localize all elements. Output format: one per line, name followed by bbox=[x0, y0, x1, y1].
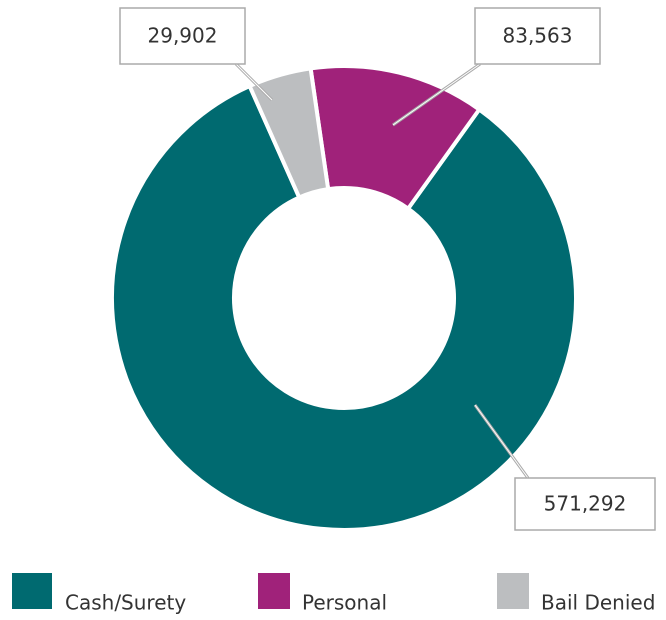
callout-box bbox=[514, 477, 656, 531]
callout-box bbox=[474, 7, 601, 65]
legend-label: Cash/Surety bbox=[65, 591, 186, 615]
callout-leader-inner bbox=[235, 63, 273, 101]
callout-box bbox=[119, 7, 246, 65]
legend-label: Personal bbox=[302, 591, 387, 615]
legend-swatch bbox=[497, 573, 529, 609]
donut-slice bbox=[246, 66, 331, 201]
legend-swatch bbox=[12, 573, 52, 609]
callout-leader-inner bbox=[392, 63, 481, 126]
donut-slice bbox=[308, 64, 483, 212]
donut-slice bbox=[110, 83, 578, 532]
callout-leader-inner bbox=[474, 404, 529, 479]
data-label: 83,563 bbox=[503, 24, 573, 48]
legend-swatch bbox=[258, 573, 290, 609]
legend-label: Bail Denied bbox=[541, 591, 655, 615]
data-label: 29,902 bbox=[148, 24, 218, 48]
data-label: 571,292 bbox=[544, 492, 627, 516]
